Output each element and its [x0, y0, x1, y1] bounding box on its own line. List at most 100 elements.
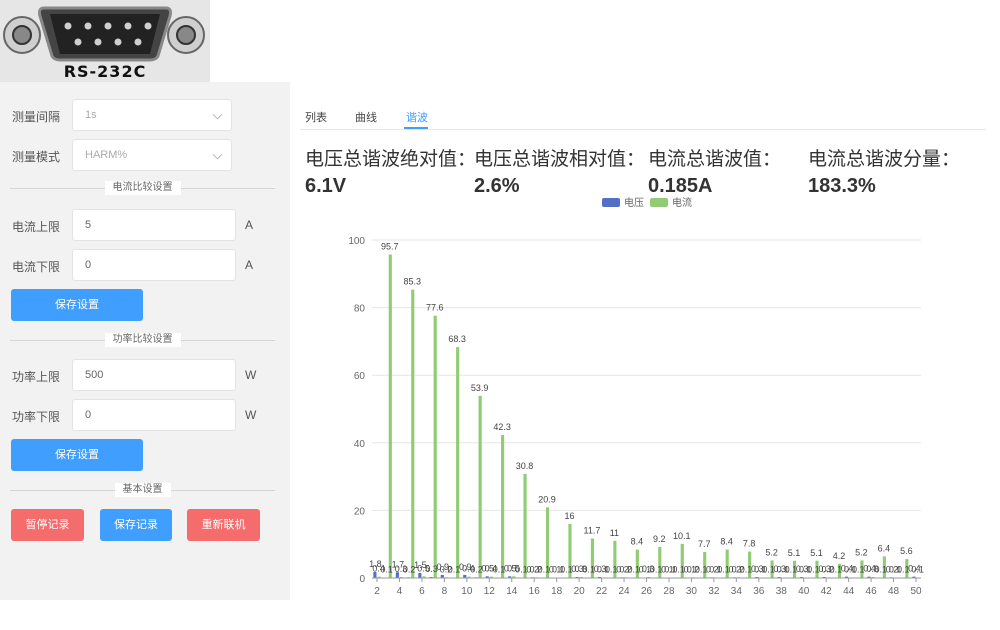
data-label-current: 9.2	[653, 534, 666, 544]
data-label-voltage: 0.2	[403, 564, 416, 574]
chart-legend[interactable]: 电压 电流	[602, 196, 692, 209]
data-label-current: 0.1	[844, 565, 857, 575]
legend-swatch-current	[650, 198, 668, 207]
bar-current	[871, 576, 875, 578]
tab-bar-line	[300, 129, 986, 130]
data-label-voltage: 0.1	[785, 565, 798, 575]
x-tick-label: 48	[888, 586, 900, 597]
data-label-current: 0.5	[507, 563, 520, 573]
data-label-voltage: 1.8	[369, 559, 382, 569]
data-label-voltage: 0.1	[538, 565, 551, 575]
bar-voltage	[508, 576, 512, 578]
settings-panel: 测量间隔 1s 测量模式 HARM% 电流比较设置 电流上限 5 A 电流下限 …	[0, 82, 290, 600]
data-label-current: 85.3	[403, 277, 421, 287]
x-tick-label: 20	[574, 586, 586, 597]
data-label-voltage: 1.7	[392, 559, 405, 569]
data-label-current: 0.2	[687, 564, 700, 574]
bar-current	[579, 576, 583, 578]
interval-value: 1s	[85, 109, 97, 121]
bar-current	[770, 560, 774, 578]
data-label-voltage: 0.1	[661, 565, 674, 575]
x-tick-label: 16	[529, 586, 541, 597]
pause-record-button[interactable]: 暂停记录	[11, 509, 84, 541]
data-label-current: 0.2	[821, 564, 834, 574]
data-label-current: 42.3	[493, 422, 511, 432]
mode-select[interactable]: HARM%	[72, 139, 232, 171]
bar-current	[433, 315, 437, 578]
data-label-current: 0.1	[664, 565, 677, 575]
stat-label: 电流总谐波值：	[648, 149, 782, 170]
data-label-voltage: 0.3	[751, 564, 764, 574]
x-tick-label: 8	[442, 586, 448, 597]
data-label-voltage: 0.1	[672, 565, 685, 575]
data-label-current: 20.9	[538, 494, 556, 504]
bar-current	[501, 435, 505, 578]
x-tick-label: 6	[419, 586, 425, 597]
current-section-divider: 电流比较设置	[10, 181, 275, 195]
bar-current	[680, 543, 684, 578]
data-label-current: 0.1	[709, 565, 722, 575]
data-label-voltage: 0.1	[740, 565, 753, 575]
power-lower-input[interactable]: 0	[72, 399, 236, 431]
stat-value: 0.185A	[648, 175, 713, 197]
bar-voltage	[912, 576, 916, 578]
reconnect-button[interactable]: 重新联机	[187, 509, 260, 541]
data-label-voltage: 0.5	[481, 563, 494, 573]
y-tick-label: 0	[359, 574, 365, 585]
tab-list[interactable]: 列表	[305, 112, 327, 124]
save-power-settings-button[interactable]: 保存设置	[11, 439, 143, 471]
x-tick-label: 34	[731, 586, 743, 597]
power-upper-unit: W	[245, 368, 257, 382]
current-upper-input[interactable]: 5	[72, 209, 236, 241]
data-label-current: 0.4	[462, 564, 475, 574]
data-label-voltage: 0.1	[762, 565, 775, 575]
data-label-voltage: 0.2	[706, 564, 719, 574]
chevron-down-icon	[212, 149, 223, 160]
data-label-current: 77.6	[426, 303, 444, 313]
bar-current	[411, 289, 415, 578]
interval-row: 测量间隔 1s	[0, 99, 290, 133]
x-tick-label: 2	[374, 586, 380, 597]
x-tick-label: 30	[686, 586, 698, 597]
bar-current	[647, 576, 651, 578]
data-label-voltage: 0.3	[594, 564, 607, 574]
tab-harmonic[interactable]: 谐波	[406, 112, 428, 124]
data-label-current: 0.3	[574, 564, 587, 574]
current-lower-input[interactable]: 0	[72, 249, 236, 281]
stat-current-thd-ratio: 电流总谐波分量： 183.3%	[808, 144, 960, 198]
y-tick-label: 80	[354, 304, 366, 315]
x-tick-label: 42	[821, 586, 833, 597]
current-upper-unit: A	[245, 218, 254, 232]
bar-current	[725, 549, 729, 578]
bar-voltage	[575, 576, 579, 578]
stat-value: 6.1V	[305, 175, 347, 197]
y-tick-label: 60	[354, 371, 366, 382]
bar-current	[489, 576, 493, 578]
bar-voltage	[429, 576, 433, 578]
data-label-voltage: 0.1	[549, 565, 562, 575]
current-lower-unit: A	[245, 258, 254, 272]
basic-section-divider: 基本设置	[10, 483, 275, 497]
data-label-voltage: 0.4	[908, 564, 921, 574]
data-label-voltage: 0.1	[583, 565, 596, 575]
interval-select[interactable]: 1s	[72, 99, 232, 131]
data-label-current: 30.8	[516, 461, 534, 471]
data-label-current: 5.1	[810, 548, 823, 558]
x-tick-label: 36	[753, 586, 765, 597]
power-upper-input[interactable]: 500	[72, 359, 236, 391]
tab-curve[interactable]: 曲线	[355, 112, 377, 124]
stat-label: 电压总谐波绝对值：	[305, 149, 477, 170]
bar-current	[478, 395, 482, 578]
save-record-button[interactable]: 保存记录	[100, 509, 172, 541]
chart-data-labels: 0.41.895.70.1 0.31.785.30.2 0.51.577.60.3 0…	[369, 242, 924, 575]
data-label-current: 11.7	[583, 525, 600, 535]
save-current-settings-button[interactable]: 保存设置	[11, 289, 143, 321]
stat-label: 电流总谐波分量：	[808, 149, 961, 170]
connector-label: RS-232C	[63, 62, 147, 81]
bar-current	[422, 576, 426, 578]
data-label-voltage: 0.1	[515, 565, 528, 575]
data-label-current: 16	[564, 511, 574, 521]
data-label-voltage: 0.2	[616, 564, 629, 574]
active-tab-indicator	[404, 127, 428, 129]
data-label-current: 4.2	[833, 551, 846, 561]
